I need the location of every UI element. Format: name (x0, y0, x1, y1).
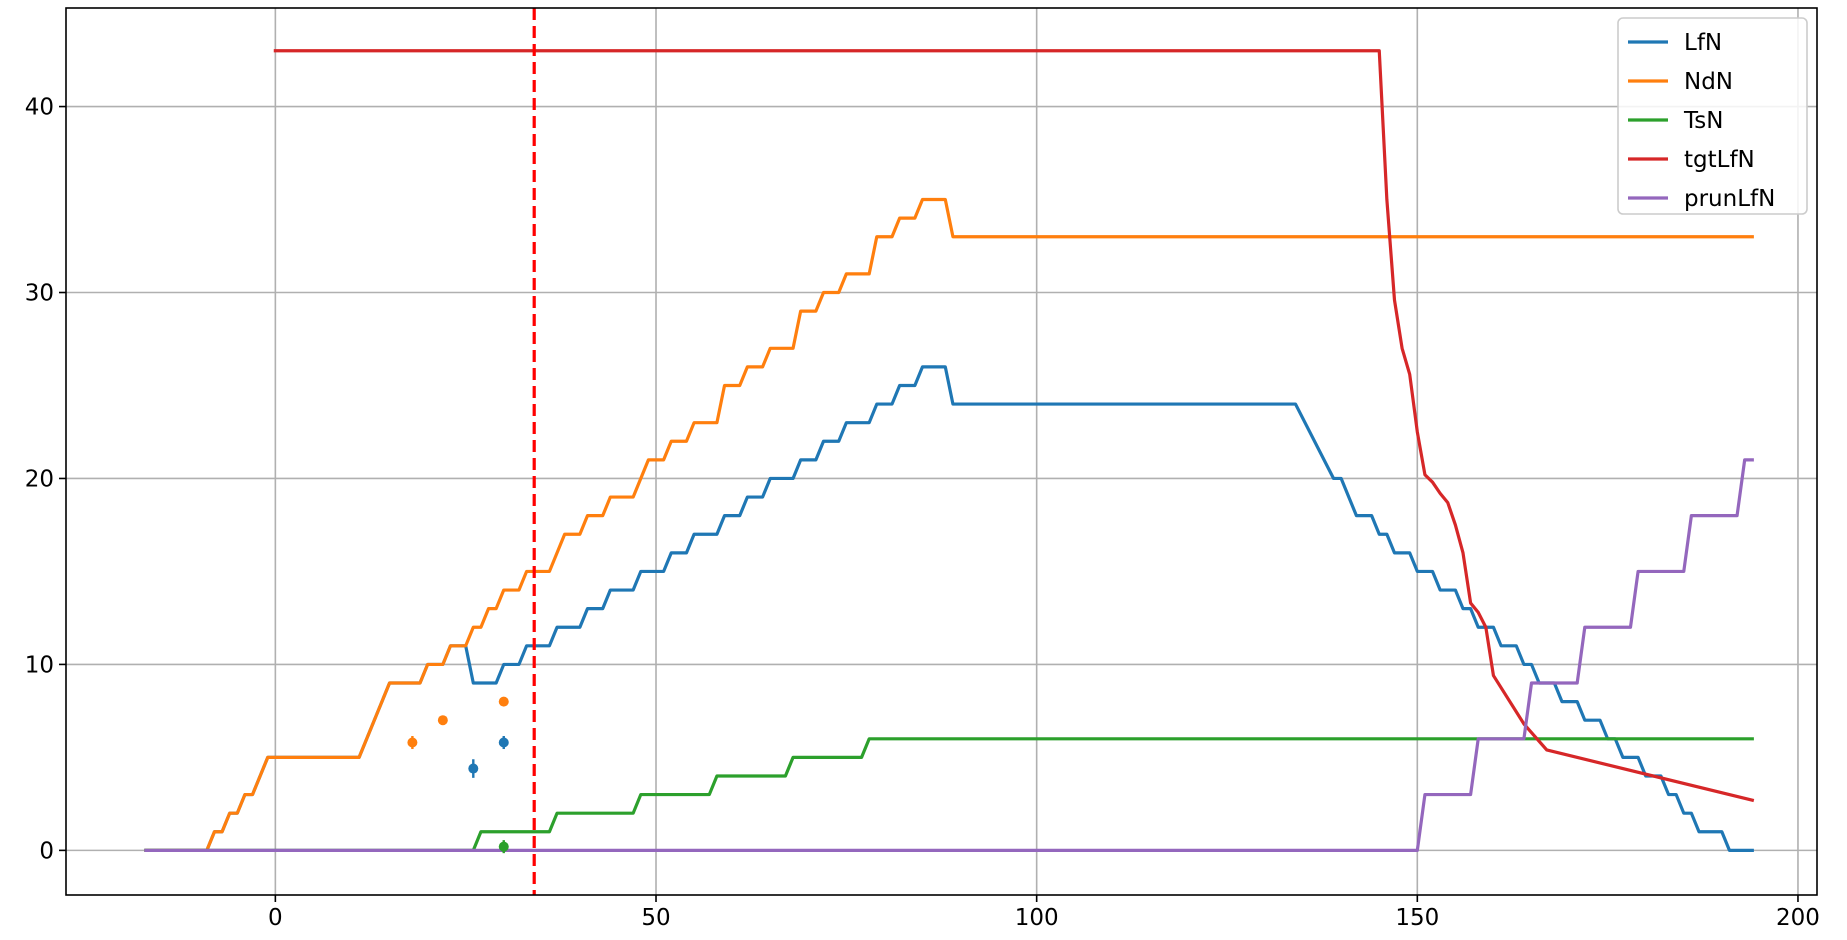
marker-point (498, 841, 509, 852)
series-line-tgtLfN (273, 49, 1755, 803)
x-tick-label: 100 (1015, 905, 1059, 931)
marker-point (468, 763, 479, 774)
y-tick-label: 40 (25, 95, 54, 121)
legend-label: tgtLfN (1684, 147, 1755, 173)
marker-point (407, 737, 418, 748)
legend-label: prunLfN (1684, 186, 1775, 212)
series-line-LfN (144, 365, 1754, 852)
legend-label: TsN (1683, 108, 1723, 134)
marker-points (407, 696, 509, 854)
series-line-prunLfN (144, 458, 1754, 852)
legend-box (1617, 17, 1808, 215)
legend-label: LfN (1684, 30, 1722, 56)
legend-label: NdN (1684, 69, 1733, 95)
marker-point (498, 696, 509, 707)
y-tick-label: 20 (25, 466, 54, 492)
series-lines (144, 49, 1755, 852)
series-line-NdN (144, 197, 1754, 852)
x-tick-label: 200 (1776, 905, 1820, 931)
x-tick-label: 150 (1395, 905, 1439, 931)
series-line-TsN (144, 737, 1754, 852)
x-tick-label: 0 (268, 905, 283, 931)
y-tick-label: 30 (25, 281, 54, 307)
y-tick-label: 10 (25, 652, 54, 678)
plot-frame (65, 7, 1818, 896)
x-tick-label: 50 (641, 905, 670, 931)
marker-point (498, 737, 509, 748)
legend: LfN NdN TsN tgtLfN prunLfN (1617, 17, 1808, 215)
marker-point (437, 715, 448, 726)
axis-ticks: 0 50 100 150 200 0 10 20 30 40 (25, 95, 1820, 931)
y-tick-label: 0 (39, 838, 54, 864)
